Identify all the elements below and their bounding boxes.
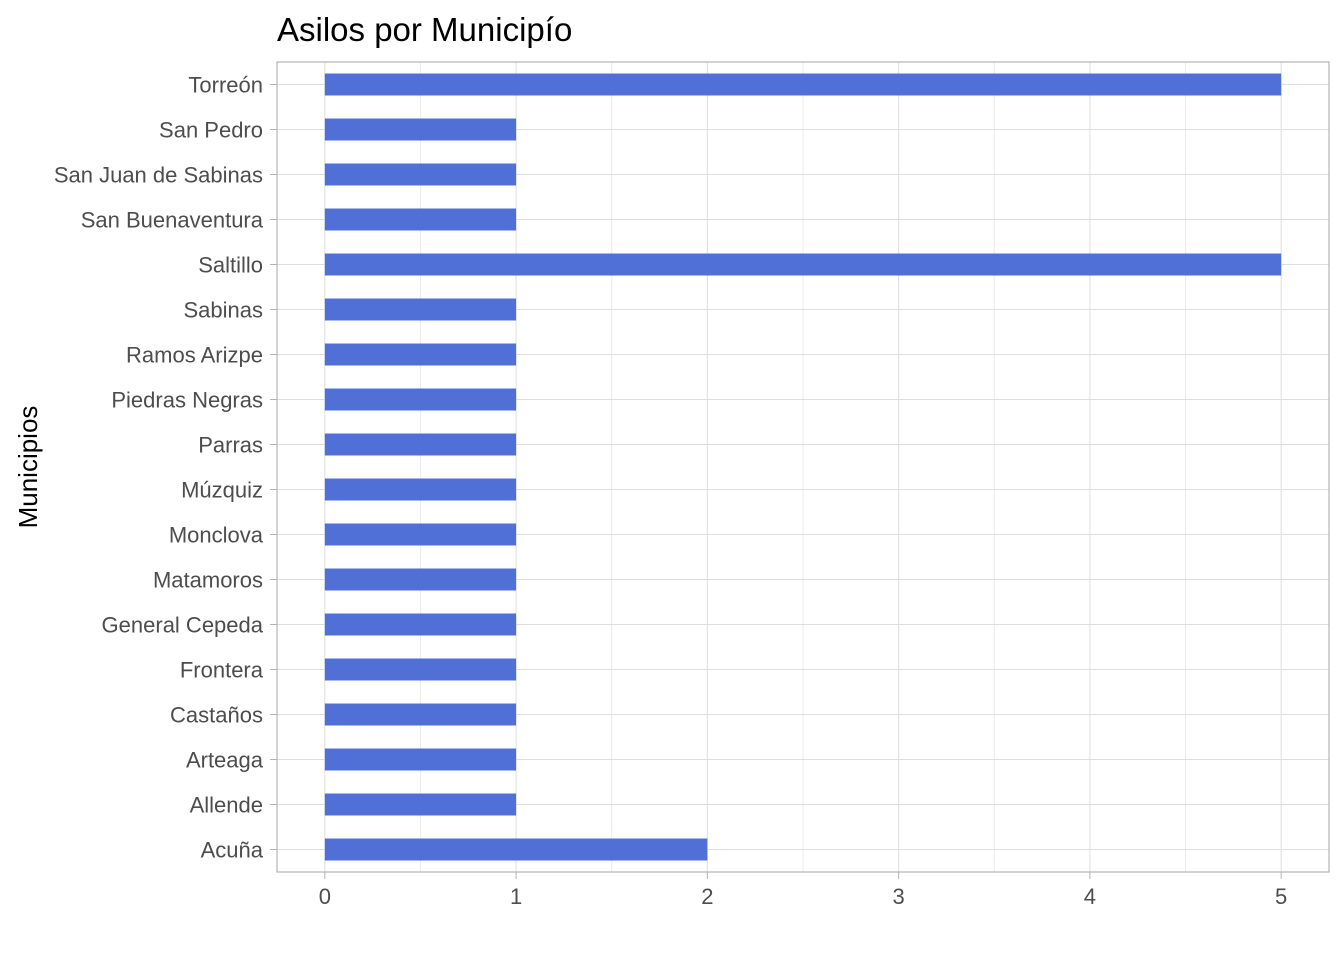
- bar: [324, 208, 517, 231]
- y-tick-label: Torreón: [188, 73, 263, 98]
- y-tick-label: Piedras Negras: [111, 388, 263, 413]
- panel-border: [276, 61, 1330, 873]
- y-tick-label: Múzquiz: [181, 478, 263, 503]
- bar: [324, 433, 517, 456]
- y-tick-label: Parras: [198, 433, 263, 458]
- x-tick-label: 1: [510, 884, 522, 909]
- y-tick-label: Allende: [190, 793, 263, 818]
- y-tick-label: San Pedro: [159, 118, 263, 143]
- y-axis-label: Municipios: [13, 406, 43, 529]
- bar: [324, 568, 517, 591]
- bar: [324, 793, 517, 816]
- y-tick-label: Sabinas: [183, 298, 263, 323]
- y-tick-label: Castaños: [170, 703, 263, 728]
- x-tick-label: 5: [1275, 884, 1287, 909]
- bar: [324, 703, 517, 726]
- bar: [324, 613, 517, 636]
- y-tick-label: Saltillo: [198, 253, 263, 278]
- bar: [324, 118, 517, 141]
- y-tick-label: Acuña: [201, 838, 264, 863]
- bar: [324, 73, 1282, 96]
- y-tick-label: Arteaga: [186, 748, 264, 773]
- y-tick-label: San Buenaventura: [81, 208, 264, 233]
- x-tick-label: 0: [319, 884, 331, 909]
- chart-title: Asilos por Municipío: [277, 11, 572, 48]
- x-tick-label: 2: [701, 884, 713, 909]
- y-tick-label: Matamoros: [153, 568, 263, 593]
- bar: [324, 838, 708, 861]
- y-tick-label: Ramos Arizpe: [126, 343, 263, 368]
- y-axis-ticks: Acuña Allende Arteaga Castaños Frontera Gener…: [54, 73, 277, 863]
- bars: [324, 73, 1282, 861]
- bar: [324, 748, 517, 771]
- y-tick-label: Monclova: [169, 523, 264, 548]
- y-tick-label: General Cepeda: [102, 613, 264, 638]
- bar: [324, 478, 517, 501]
- x-axis-ticks: 0 1 2 3 4 5: [319, 872, 1287, 909]
- bar: [324, 163, 517, 186]
- bar: [324, 388, 517, 411]
- bar: [324, 253, 1282, 276]
- bar: [324, 343, 517, 366]
- y-tick-label: Frontera: [180, 658, 264, 683]
- bar: [324, 298, 517, 321]
- x-tick-label: 4: [1084, 884, 1096, 909]
- bar: [324, 658, 517, 681]
- x-tick-label: 3: [893, 884, 905, 909]
- bar: [324, 523, 517, 546]
- y-tick-label: San Juan de Sabinas: [54, 163, 263, 188]
